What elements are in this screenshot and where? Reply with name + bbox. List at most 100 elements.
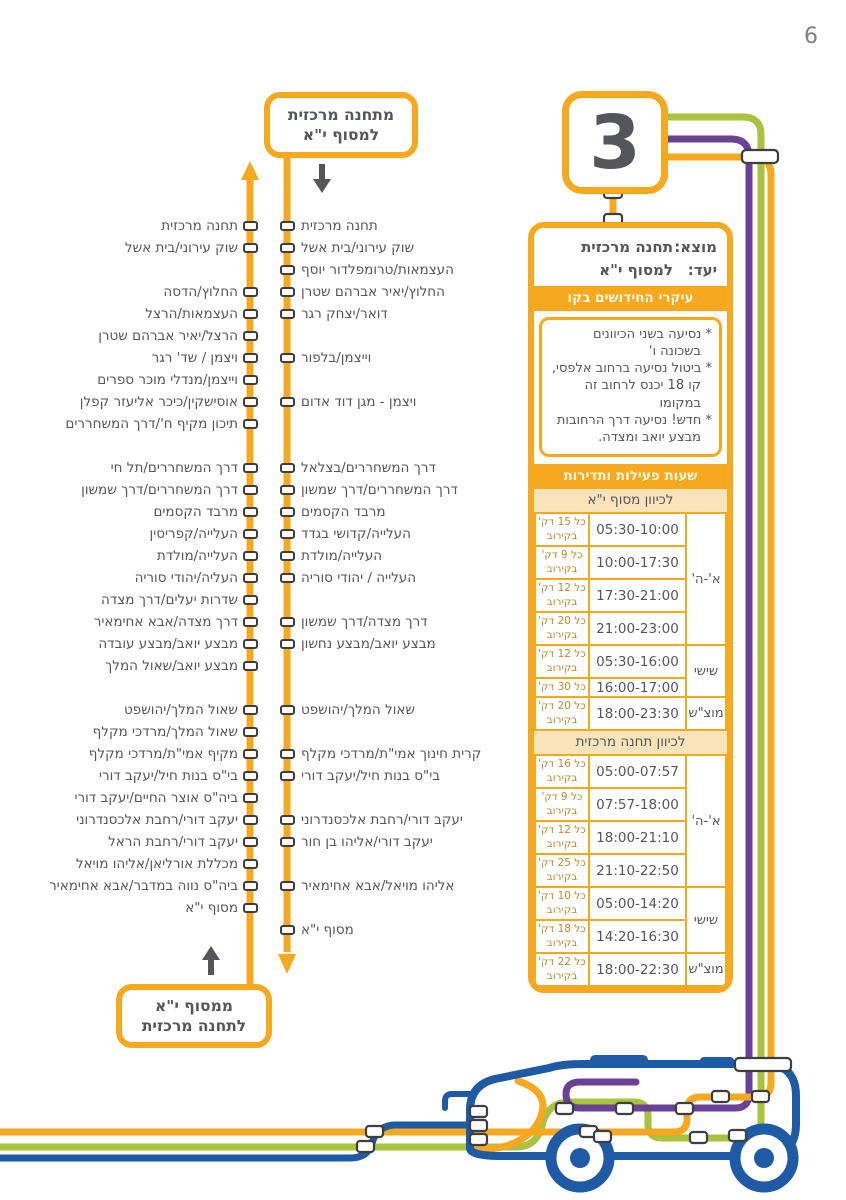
destination-value: למסוף י"א xyxy=(599,260,673,279)
stop-label-southbound: קרית חינוך אמי"ת/מרדכי מקלף xyxy=(301,746,482,762)
stop-marker xyxy=(242,661,258,671)
stop-marker xyxy=(242,793,258,803)
highlights-list: * נסיעה בשני הכיוונים בשכונה ו' * ביטול נ… xyxy=(539,317,722,458)
origin-value: תחנה מרכזית xyxy=(581,238,673,256)
stop-label-northbound: החלוץ/הדסה xyxy=(163,284,238,300)
stop-marker xyxy=(242,617,258,627)
schedule-row: 17:30-21:00 כל 12 דק' בקירוב xyxy=(534,578,726,614)
stop-label-northbound: יעקב דורי/רחבת הראל xyxy=(108,834,238,850)
time-range-cell: 21:00-23:00 xyxy=(588,611,687,647)
frequency-cell: כל 25 דק' בקירוב xyxy=(534,853,590,889)
frequency-cell: כל 16 דק' בקירוב xyxy=(534,754,590,790)
direction-box-line: מתחנה מרכזית xyxy=(287,105,395,124)
stop-label-northbound: הרצל/יאיר אברהם שטרן xyxy=(98,328,238,344)
stop-label-northbound: מקיף אמי"ת/מרדכי מקלף xyxy=(88,746,238,762)
stop-marker xyxy=(279,265,295,275)
direction-box-southbound: מתחנה מרכזית למסוף י"א xyxy=(264,92,418,158)
down-arrowhead xyxy=(278,954,296,974)
stop-marker xyxy=(242,837,258,847)
stop-marker xyxy=(242,507,258,517)
schedule-row: 14:20-16:30 כל 18 דק' בקירוב xyxy=(534,919,726,955)
highlight-item: * ביטול נסיעה ברחוב אלפסי, קו 18 יכנס לר… xyxy=(551,361,712,411)
stop-label-southbound: דואר/יצחק רגר xyxy=(301,306,388,322)
direction-box-line: ממסוף י"א xyxy=(154,996,234,1015)
stop-marker xyxy=(279,771,295,781)
stop-marker xyxy=(242,727,258,737)
stop-label-southbound: וייצמן/בלפור xyxy=(301,350,372,366)
stop-label-southbound: דרך המשחררים/דרך שמשון xyxy=(301,482,458,498)
frequency-cell: כל 15 דק' בקירוב xyxy=(534,512,590,548)
stop-label-northbound: מבצע יואב/מבצע עובדה xyxy=(98,636,238,652)
stop-label-northbound: שאול המלך/מרדכי מקלף xyxy=(92,724,238,740)
time-range-cell: 18:00-22:30 xyxy=(588,952,687,988)
bus-wheel xyxy=(729,1123,799,1193)
stop-marker xyxy=(279,463,295,473)
route-info-panel: מוצא:תחנה מרכזית יעד: למסוף י"א עיקרי החי… xyxy=(528,222,733,994)
stop-marker xyxy=(242,859,258,869)
stop-marker xyxy=(279,287,295,297)
stop-marker xyxy=(279,617,295,627)
stop-label-northbound: מבצע יואב/שאול המלך xyxy=(105,658,238,674)
schedule-row: א'-ה' 05:00-07:57 כל 16 דק' בקירוב xyxy=(534,754,727,889)
stop-marker xyxy=(242,375,258,385)
stop-label-southbound: שאול המלך/יהושפט xyxy=(301,702,415,718)
time-range-cell: 05:00-07:57 xyxy=(588,754,687,790)
day-cell: א'-ה' xyxy=(685,754,727,889)
highlight-item: * נסיעה בשני הכיוונים בשכונה ו' xyxy=(592,327,712,360)
schedule-row: א'-ה' 05:30-10:00 כל 15 דק' בקירוב xyxy=(534,512,727,647)
stop-marker xyxy=(279,815,295,825)
stop-label-southbound: מרבד הקסמים xyxy=(301,504,386,520)
day-cell: מוצ"ש xyxy=(685,952,727,988)
stop-label-northbound: דרך המשחררים/דרך שמשון xyxy=(81,482,238,498)
green-route-line xyxy=(0,113,765,1151)
stop-marker xyxy=(279,529,295,539)
bus-roof-unit xyxy=(590,1055,648,1066)
schedule-row: מוצ"ש 18:00-23:30 כל 20 דק' בקירוב xyxy=(534,696,727,732)
highlight-item: * חדש! נסיעה דרך הרחובות מבצע יואב ומצדה… xyxy=(556,412,712,445)
schedule-row: 21:00-23:00 כל 20 דק' בקירוב xyxy=(534,611,726,647)
stop-label-southbound: ויצמן - מגן דוד אדום xyxy=(301,394,417,410)
time-range-cell: 17:30-21:00 xyxy=(588,578,687,614)
day-cell: א'-ה' xyxy=(685,512,727,647)
stop-label-southbound: שוק עירוני/בית אשל xyxy=(301,240,415,256)
stop-marker xyxy=(242,309,258,319)
origin-destination: מוצא:תחנה מרכזית יעד: למסוף י"א xyxy=(534,228,727,286)
schedule-table: א'-ה' 05:30-10:00 כל 15 דק' בקירוב 10:00-17:… xyxy=(534,512,727,732)
stop-label-northbound: דרך מצדה/אבא אחימאיר xyxy=(93,614,238,630)
stop-marker xyxy=(242,815,258,825)
direction-box-line: לתחנה מרכזית xyxy=(141,1017,247,1035)
schedule-row: 16:00-17:00 כל 30 דק' xyxy=(534,677,726,699)
schedule-row: 10:00-17:30 כל 9 דק' בקירוב xyxy=(534,545,726,581)
frequency-cell: כל 20 דק' בקירוב xyxy=(534,696,590,732)
frequency-cell: כל 9 דק' בקירוב xyxy=(534,787,590,823)
stop-marker xyxy=(279,397,295,407)
stop-label-northbound: העלייה/קפריסין xyxy=(149,526,238,542)
stop-marker xyxy=(279,309,295,319)
stop-marker xyxy=(242,221,258,231)
stop-label-northbound: מרבד הקסמים xyxy=(153,504,238,520)
time-range-cell: 05:30-16:00 xyxy=(588,644,687,680)
route-number: 3 xyxy=(589,99,641,186)
stop-marker xyxy=(242,353,258,363)
up-arrow-icon xyxy=(202,946,220,975)
frequency-cell: כל 12 דק' בקירוב xyxy=(534,644,590,680)
route-number-badge: 3 xyxy=(562,91,668,194)
stop-label-northbound: העצמאות/הרצל xyxy=(145,306,238,322)
frequency-cell: כל 20 דק' בקירוב xyxy=(534,611,590,647)
stop-marker xyxy=(242,287,258,297)
stop-label-southbound: מסוף י"א xyxy=(301,922,354,938)
stop-marker xyxy=(242,749,258,759)
stop-marker xyxy=(242,595,258,605)
stop-label-southbound: יעקב דורי/רחבת אלכסנדרוני xyxy=(301,812,463,828)
stop-marker xyxy=(279,221,295,231)
frequency-cell: כל 22 דק' בקירוב xyxy=(534,952,590,988)
schedule-row: שישי 05:30-16:00 כל 12 דק' בקירוב xyxy=(534,644,727,699)
day-cell: שישי xyxy=(685,644,727,699)
schedule-title: שעות פעילות ותדירות xyxy=(534,464,727,490)
stop-marker xyxy=(279,705,295,715)
stop-label-northbound: שאול המלך/יהושפט xyxy=(124,702,238,718)
stop-label-southbound: מבצע יואב/מבצע נחשון xyxy=(301,636,436,652)
stop-label-northbound: ביה"ס אוצר החיים/יעקב דורי xyxy=(74,790,238,806)
